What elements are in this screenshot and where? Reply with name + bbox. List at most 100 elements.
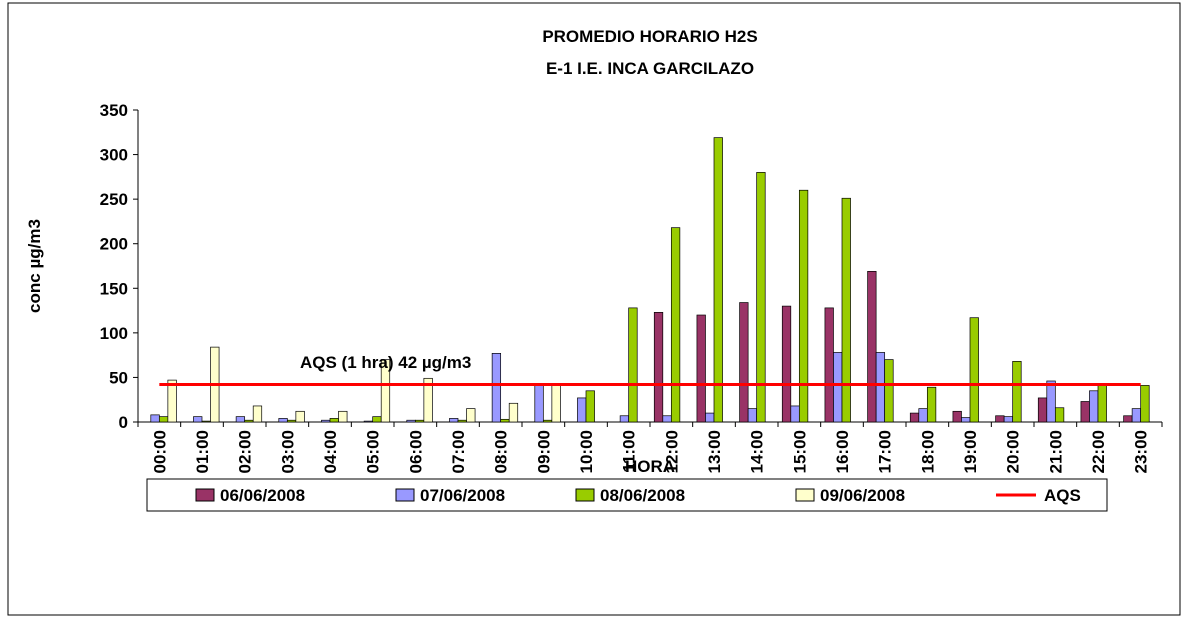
bar <box>551 383 561 423</box>
bar <box>542 419 553 423</box>
y-tick-label: 50 <box>109 368 128 387</box>
bar <box>508 402 519 423</box>
bar <box>1046 380 1056 423</box>
x-tick-label: 08:00 <box>492 430 511 473</box>
bar <box>278 418 288 423</box>
bar <box>286 419 297 423</box>
x-tick-label: 20:00 <box>1004 430 1023 473</box>
chart-title: PROMEDIO HORARIO H2S <box>542 27 757 46</box>
x-tick-label: 14:00 <box>748 430 767 473</box>
bar <box>926 386 937 423</box>
x-tick-label: 01:00 <box>193 430 212 473</box>
legend-marker <box>795 488 815 502</box>
bar <box>790 405 800 423</box>
bar <box>414 419 425 423</box>
x-tick-label: 12:00 <box>662 430 681 473</box>
chart-subtitle: E-1 I.E. INCA GARCILAZO <box>546 59 754 78</box>
bar <box>491 353 502 423</box>
bar <box>380 359 391 423</box>
bar <box>235 416 246 423</box>
legend-label: 09/06/2008 <box>820 486 905 505</box>
bar <box>884 359 894 423</box>
x-tick-label: 03:00 <box>278 430 297 473</box>
x-tick-label: 11:00 <box>620 430 639 473</box>
bar <box>739 302 749 423</box>
bar <box>1037 397 1048 423</box>
legend-label: 07/06/2008 <box>420 486 505 505</box>
legend-marker <box>195 488 215 502</box>
bar <box>713 137 723 423</box>
x-tick-label: 09:00 <box>534 430 553 473</box>
y-tick-label: 300 <box>100 146 128 165</box>
bar <box>585 390 595 423</box>
x-axis-label: HORA <box>625 457 675 476</box>
x-tick-label: 17:00 <box>876 430 895 473</box>
x-tick-label: 23:00 <box>1132 430 1151 473</box>
bar <box>193 416 203 423</box>
bar <box>798 189 809 423</box>
bar <box>1123 415 1133 423</box>
bar <box>577 397 587 423</box>
y-tick-label: 100 <box>100 324 128 343</box>
annotation: AQS (1 hra) 42 µg/m3 <box>300 353 471 372</box>
bar <box>406 419 416 423</box>
x-tick-label: 15:00 <box>790 430 809 473</box>
bar <box>1003 416 1014 423</box>
bar <box>295 410 305 423</box>
bar <box>1140 385 1150 423</box>
bar <box>466 408 476 423</box>
bar <box>909 412 920 423</box>
bar <box>500 418 510 423</box>
legend-label: 08/06/2008 <box>600 486 685 505</box>
x-tick-label: 02:00 <box>236 430 255 473</box>
bar <box>619 415 630 423</box>
x-tick-label: 10:00 <box>577 430 596 473</box>
bar <box>653 312 664 423</box>
bar <box>841 197 851 423</box>
bar <box>961 417 971 423</box>
legend-box <box>146 478 1108 512</box>
bar <box>244 419 254 423</box>
x-tick-label: 19:00 <box>961 430 980 473</box>
bar <box>747 408 758 423</box>
x-tick-label: 07:00 <box>449 430 468 473</box>
bar <box>824 307 834 423</box>
bar <box>449 418 459 423</box>
legend-marker <box>395 488 415 502</box>
bar <box>756 172 766 423</box>
chart-border <box>7 2 1181 616</box>
x-tick-label: 16:00 <box>833 430 852 473</box>
bar <box>150 414 160 423</box>
x-tick-label: 04:00 <box>321 430 340 473</box>
bar <box>833 352 843 423</box>
bar <box>1131 408 1142 423</box>
bar <box>423 377 433 423</box>
bar <box>875 352 886 423</box>
bar <box>1080 401 1090 423</box>
bar <box>952 410 962 423</box>
bar <box>363 420 374 423</box>
legend-marker <box>575 488 595 502</box>
legend-label: 06/06/2008 <box>220 486 305 505</box>
bar <box>201 420 211 423</box>
bar <box>867 270 877 423</box>
bar <box>1054 407 1065 423</box>
bar <box>372 416 382 423</box>
bar <box>705 412 715 423</box>
bar <box>534 383 544 423</box>
bar <box>662 415 672 423</box>
bar <box>329 418 339 423</box>
y-axis-label: conc µg/m3 <box>25 219 44 313</box>
bar <box>670 227 681 423</box>
bar <box>338 410 348 423</box>
x-tick-label: 22:00 <box>1089 430 1108 473</box>
bar <box>167 379 177 423</box>
bar <box>1089 390 1099 423</box>
bar <box>995 415 1005 423</box>
y-tick-label: 0 <box>119 413 128 432</box>
bar <box>696 314 706 423</box>
y-tick-label: 350 <box>100 101 128 120</box>
bar <box>781 305 792 423</box>
x-tick-label: 00:00 <box>150 430 169 473</box>
